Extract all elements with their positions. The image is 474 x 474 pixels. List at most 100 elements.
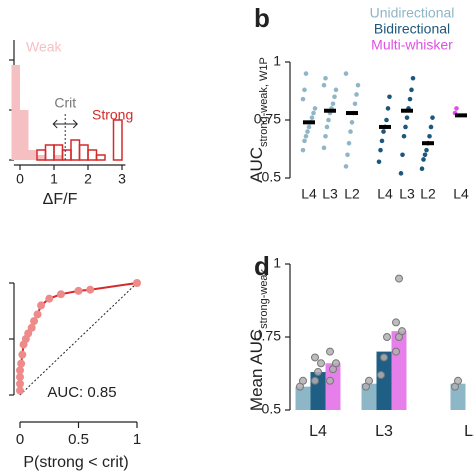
x-tick-label: 0.5 <box>68 431 89 448</box>
x-tick-label: L4 <box>301 186 317 202</box>
bar-point <box>326 347 334 356</box>
roc-point <box>74 286 83 295</box>
strip-point <box>354 92 359 97</box>
bar-point <box>314 368 322 377</box>
bar-point <box>392 318 400 327</box>
strip-point <box>454 106 459 111</box>
roc-point <box>16 366 24 375</box>
strip-point <box>401 133 407 139</box>
x-tick-label: L4 <box>453 186 469 202</box>
median-bar <box>422 141 434 146</box>
crit-arrow <box>52 119 78 129</box>
histogram-bar <box>87 149 98 161</box>
strip-point <box>323 133 328 139</box>
bar-point <box>383 333 391 341</box>
strip-point <box>349 120 355 125</box>
roc-point <box>33 310 42 319</box>
bar <box>391 331 407 410</box>
x-tick-label: 1 <box>50 171 58 187</box>
strip-point <box>312 106 318 111</box>
median-bar <box>379 124 391 129</box>
x-tick-label: L3 <box>399 186 415 202</box>
strip-point <box>424 147 429 153</box>
bar-point <box>454 376 462 385</box>
y-axis-label-sub: strong-weak, W1P <box>258 57 270 147</box>
bar-point <box>317 359 325 368</box>
strip-point <box>302 87 307 93</box>
roc-point <box>56 290 65 299</box>
histogram-bar <box>61 149 72 161</box>
bar-point <box>326 376 334 385</box>
histogram-bar <box>37 155 46 160</box>
panel-label: d <box>254 251 270 281</box>
bar <box>376 351 392 410</box>
strip-point <box>427 133 432 139</box>
strip-point <box>421 157 426 162</box>
histogram-bar <box>78 144 89 161</box>
strip-point <box>428 124 434 130</box>
strip-point <box>381 129 386 134</box>
histogram-bar <box>28 150 37 160</box>
x-tick-label: L2 <box>420 186 436 202</box>
strip-point <box>302 138 307 144</box>
x-tick-label: L2 <box>464 423 474 440</box>
strip-point <box>326 117 331 123</box>
strip-point <box>333 87 339 93</box>
roc-point <box>133 279 141 287</box>
bar-point <box>380 353 388 362</box>
strip-point <box>403 124 408 130</box>
legend-label: Bidirectional <box>374 21 450 37</box>
chance-line <box>19 282 138 396</box>
y-tick-label: 1 <box>273 255 281 271</box>
histogram-bar <box>54 155 63 160</box>
histogram-bar <box>44 144 55 161</box>
strip-point <box>378 147 383 153</box>
bar-point <box>311 376 319 385</box>
strip-point <box>311 110 316 116</box>
roc-point <box>27 323 36 332</box>
strip-point <box>323 75 328 81</box>
y-axis-label: AUCstrong-weak, W1P <box>247 57 269 183</box>
strip-point <box>303 133 309 139</box>
strip-point <box>332 94 337 100</box>
strip-point <box>306 124 312 130</box>
x-tick-label: L4 <box>377 186 393 202</box>
x-tick-label: L2 <box>344 186 360 202</box>
bar-point <box>377 370 385 379</box>
roc-point <box>30 317 39 326</box>
strip-point <box>346 140 352 146</box>
median-bar <box>324 108 336 113</box>
panel-label: b <box>254 3 270 33</box>
y-tick-label: 0.5 <box>262 169 282 185</box>
x-tick-label: L4 <box>309 423 327 440</box>
strip-point <box>305 129 310 134</box>
median-bar <box>346 111 358 116</box>
bar-point <box>332 359 340 368</box>
roc-point <box>86 285 95 294</box>
y-tick-label: 0.5 <box>262 401 282 417</box>
y-axis-label-main: Mean AUC <box>247 329 266 411</box>
roc-point <box>37 301 46 310</box>
y-tick-label: 1 <box>273 53 281 69</box>
histogram-bar <box>95 154 106 161</box>
strip-point <box>398 171 404 176</box>
legend-label: Unidirectional <box>370 5 455 21</box>
strip-point <box>303 71 309 76</box>
strip-point <box>407 96 413 102</box>
x-tick-label: 2 <box>84 171 92 187</box>
crit-label: Crit <box>54 95 76 111</box>
histogram-bar <box>11 65 20 160</box>
x-tick-label: 0 <box>16 431 24 448</box>
histogram-bar <box>70 139 81 161</box>
strip-point <box>324 124 330 130</box>
strip-point <box>300 147 306 153</box>
strip-point <box>379 138 385 144</box>
y-axis-label: Mean AUCstrong-weak <box>247 268 269 411</box>
roc-point <box>18 350 27 359</box>
roc-point <box>17 359 26 368</box>
bar-point <box>392 347 400 356</box>
strip-point <box>309 115 315 120</box>
legend-label: Multi-whisker <box>371 37 453 53</box>
y-axis-label-main: AUC <box>247 147 266 183</box>
